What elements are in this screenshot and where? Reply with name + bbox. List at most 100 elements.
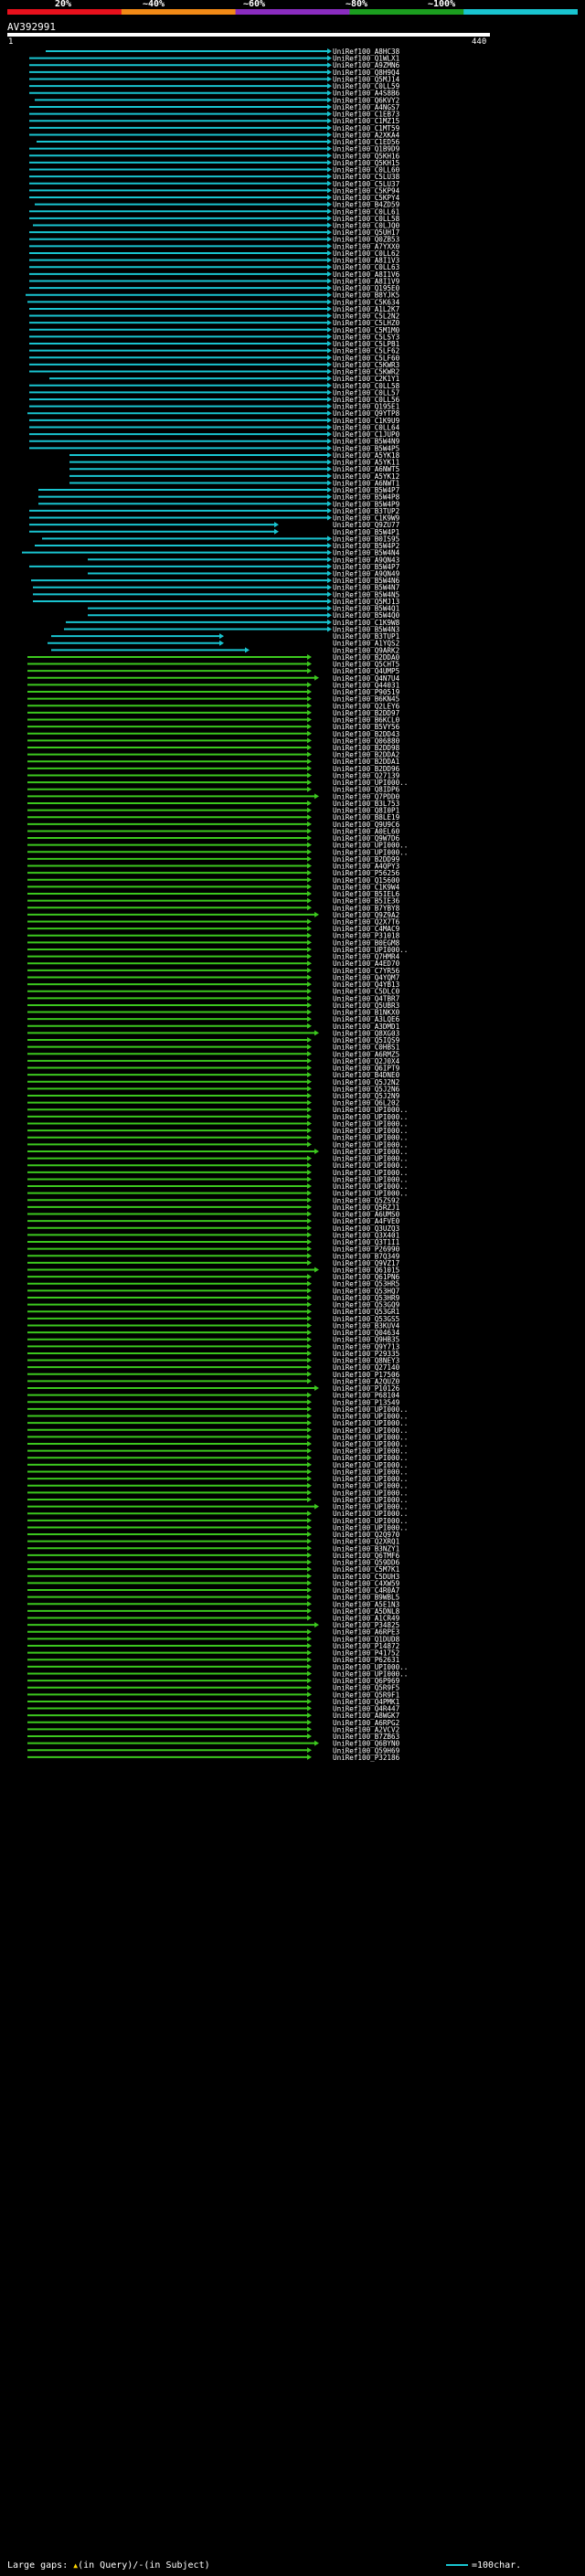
hit-label[interactable]: UniRef100_C0LL57 — [333, 388, 399, 397]
hit-label[interactable]: UniRef100_UPI000.. — [333, 1113, 408, 1121]
hit-label[interactable]: UniRef100_Q4PMK1 — [333, 1698, 400, 1706]
hit-label[interactable]: UniRef100_P31018 — [333, 932, 400, 940]
hit-label[interactable]: UniRef100_Q04634 — [333, 1329, 400, 1337]
hit-label[interactable]: UniRef100_C5L2N2 — [333, 313, 399, 321]
hit-label[interactable]: UniRef100_C1MZ15 — [333, 117, 399, 125]
hit-label[interactable]: UniRef100_Q5RZJ1 — [333, 1203, 400, 1212]
hit-label[interactable]: UniRef100_Q9W7D6 — [333, 834, 400, 843]
hit-label[interactable]: UniRef100_C5LHZ0 — [333, 319, 400, 327]
hit-label[interactable]: UniRef100_Q5CHT5 — [333, 661, 399, 669]
hit-label[interactable]: UniRef100_Q53HR9 — [333, 1294, 400, 1302]
hit-label[interactable]: UniRef100_A4S8B6 — [333, 90, 400, 98]
hit-label[interactable]: UniRef100_Q6BYN0 — [333, 1740, 400, 1748]
hit-label[interactable]: UniRef100_C1JUP0 — [333, 430, 400, 439]
hit-label[interactable]: UniRef100_Q5ZS92 — [333, 1196, 399, 1204]
hit-label[interactable]: UniRef100_Q4YQM7 — [333, 973, 399, 981]
hit-label[interactable]: UniRef100_B5W4N6 — [333, 577, 400, 585]
hit-label[interactable]: UniRef100_A5YK11 — [333, 459, 400, 467]
hit-label[interactable]: UniRef100_A1YQS2 — [333, 640, 399, 648]
hit-label[interactable]: UniRef100_Q5UH17 — [333, 228, 399, 237]
hit-label[interactable]: UniRef100_UPI000.. — [333, 1663, 408, 1671]
hit-label[interactable]: UniRef100_P14872 — [333, 1642, 399, 1650]
hit-label[interactable]: UniRef100_A0EL60 — [333, 827, 400, 835]
hit-label[interactable]: UniRef100_B5W4P9 — [333, 500, 400, 508]
hit-label[interactable]: UniRef100_UPI000.. — [333, 1190, 408, 1198]
hit-label[interactable]: UniRef100_Q8NEY3 — [333, 1357, 399, 1365]
hit-label[interactable]: UniRef100_UPI000.. — [333, 1419, 408, 1427]
hit-label[interactable]: UniRef100_UPI000.. — [333, 1440, 408, 1448]
hit-label[interactable]: UniRef100_C5LF62 — [333, 347, 399, 355]
hit-label[interactable]: UniRef100_B2DD96 — [333, 765, 400, 773]
hit-label[interactable]: UniRef100_Q4R447 — [333, 1705, 399, 1713]
hit-label[interactable]: UniRef100_P34825 — [333, 1621, 399, 1629]
hit-label[interactable]: UniRef100_Q27140 — [333, 1363, 400, 1372]
hit-label[interactable]: UniRef100_C0LL58 — [333, 215, 400, 223]
hit-label[interactable]: UniRef100_C5K634 — [333, 298, 400, 306]
hit-label[interactable]: UniRef100_A6RPG2 — [333, 1719, 399, 1727]
hit-label[interactable]: UniRef100_B2DD97 — [333, 709, 399, 717]
hit-label[interactable]: UniRef100_Q7PDD0 — [333, 792, 400, 800]
hit-label[interactable]: UniRef100_Q4TBR7 — [333, 994, 399, 1002]
hit-label[interactable]: UniRef100_P29335 — [333, 1350, 399, 1358]
hit-label[interactable]: UniRef100_B7ZB63 — [333, 1733, 399, 1741]
hit-label[interactable]: UniRef100_Q195E1 — [333, 403, 400, 411]
hit-label[interactable]: UniRef100_C5LF60 — [333, 354, 400, 362]
hit-label[interactable]: UniRef100_Q53HR5 — [333, 1280, 399, 1288]
hit-label[interactable]: UniRef100_Q4YB13 — [333, 981, 399, 989]
hit-label[interactable]: UniRef100_A2VCV2 — [333, 1725, 399, 1733]
hit-label[interactable]: UniRef100_UPI000.. — [333, 946, 408, 954]
hit-label[interactable]: UniRef100_A3DMD1 — [333, 1023, 400, 1031]
hit-label[interactable]: UniRef100_Q06880 — [333, 737, 400, 745]
hit-label[interactable]: UniRef100_A3LQE6 — [333, 1015, 400, 1023]
hit-label[interactable]: UniRef100_C5DLC0 — [333, 988, 400, 996]
hit-label[interactable]: UniRef100_C4MAC9 — [333, 925, 400, 933]
hit-label[interactable]: UniRef100_B8YJK5 — [333, 292, 399, 300]
hit-label[interactable]: UniRef100_UPI000.. — [333, 1426, 408, 1435]
hit-label[interactable]: UniRef100_C1K9W4 — [333, 883, 400, 891]
hit-label[interactable]: UniRef100_Q2J0X4 — [333, 1057, 400, 1065]
hit-label[interactable]: UniRef100_C0LL56 — [333, 396, 400, 404]
hit-label[interactable]: UniRef100_Q9HB35 — [333, 1336, 399, 1344]
hit-label[interactable]: UniRef100_UPI000.. — [333, 1148, 408, 1156]
hit-label[interactable]: UniRef100_C1K9U9 — [333, 417, 400, 425]
hit-label[interactable]: UniRef100_B6KN45 — [333, 695, 399, 704]
hit-label[interactable]: UniRef100_Q6IPT9 — [333, 1065, 400, 1073]
hit-label[interactable]: UniRef100_B3TUP1 — [333, 632, 400, 641]
hit-label[interactable]: UniRef100_UPI000.. — [333, 1161, 408, 1170]
hit-label[interactable]: UniRef100_UPI000.. — [333, 1475, 408, 1483]
hit-label[interactable]: UniRef100_B5W4N9 — [333, 438, 400, 446]
hit-label[interactable]: UniRef100_B5IEL6 — [333, 890, 400, 898]
hit-label[interactable]: UniRef100_P13549 — [333, 1398, 400, 1406]
hit-label[interactable]: UniRef100_B1NKX0 — [333, 1009, 400, 1017]
hit-label[interactable]: UniRef100_C7YR56 — [333, 967, 400, 975]
hit-label[interactable]: UniRef100_Q5J2N9 — [333, 1092, 400, 1100]
hit-label[interactable]: UniRef100_Q5R9F1 — [333, 1691, 400, 1699]
hit-label[interactable]: UniRef100_Q3T1I1 — [333, 1238, 400, 1246]
hit-label[interactable]: UniRef100_C0LJQ0 — [333, 222, 400, 230]
hit-label[interactable]: UniRef100_Q4N7U4 — [333, 674, 400, 683]
hit-label[interactable]: UniRef100_Q27139 — [333, 771, 400, 779]
hit-label[interactable]: UniRef100_Q9ARK2 — [333, 646, 399, 654]
hit-label[interactable]: UniRef100_P17506 — [333, 1371, 400, 1379]
hit-label[interactable]: UniRef100_B7Q349 — [333, 1252, 400, 1260]
hit-label[interactable]: UniRef100_A5YK18 — [333, 451, 400, 460]
hit-label[interactable]: UniRef100_UPI000.. — [333, 1175, 408, 1183]
hit-label[interactable]: UniRef100_B9WBL5 — [333, 1594, 399, 1602]
hit-label[interactable]: UniRef100_C5KP94 — [333, 186, 400, 195]
hit-label[interactable]: UniRef100_Q5J2N2 — [333, 1078, 399, 1087]
hit-label[interactable]: UniRef100_B3KUV4 — [333, 1321, 400, 1330]
hit-label[interactable]: UniRef100_C5KWR3 — [333, 361, 399, 369]
hit-label[interactable]: UniRef100_UPI000.. — [333, 1433, 408, 1441]
hit-label[interactable]: UniRef100_UPI000.. — [333, 1127, 408, 1135]
hit-label[interactable]: UniRef100_C1K9W8 — [333, 619, 400, 627]
hit-label[interactable]: UniRef100_A4NGS7 — [333, 103, 399, 111]
hit-label[interactable]: UniRef100_A6UMS0 — [333, 1211, 400, 1219]
hit-label[interactable]: UniRef100_Q9VZ17 — [333, 1259, 399, 1267]
hit-label[interactable]: UniRef100_A5YK12 — [333, 472, 399, 481]
hit-label[interactable]: UniRef100_UPI000.. — [333, 842, 408, 850]
hit-label[interactable]: UniRef100_Q1B9D9 — [333, 145, 400, 154]
hit-label[interactable]: UniRef100_Q1DUD8 — [333, 1635, 400, 1643]
hit-label[interactable]: UniRef100_C5KPY4 — [333, 194, 400, 202]
hit-label[interactable]: UniRef100_B7YBY8 — [333, 904, 400, 912]
hit-label[interactable]: UniRef100_A9ZMN6 — [333, 61, 400, 69]
